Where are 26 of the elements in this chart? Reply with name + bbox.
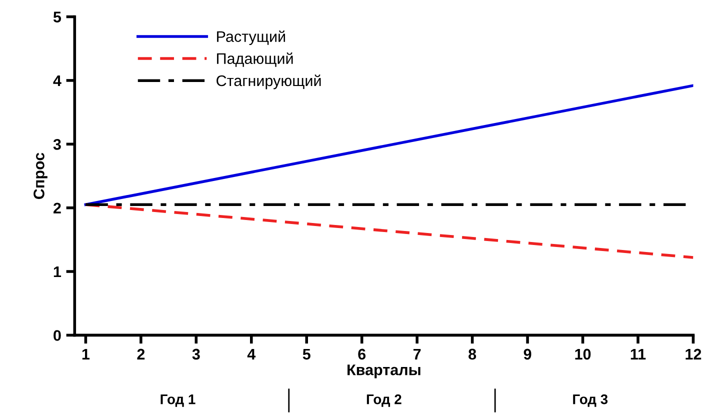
text: Год 1 (160, 394, 196, 407)
legend-label: Стагнирующий (216, 74, 321, 90)
x-tick-label: 6 (358, 348, 366, 360)
x-tick-label: 2 (137, 348, 145, 360)
y-axis-title: Спрос (34, 152, 48, 199)
y-tick-label: 0 (54, 330, 61, 341)
x-tick-label: 4 (247, 348, 256, 360)
x-axis-title: Кварталы (348, 364, 420, 378)
x-tick-label: 11 (630, 348, 646, 360)
x-tick-label: 7 (413, 348, 421, 360)
y-tick-label: 5 (53, 12, 62, 22)
y-tick-label: 1 (54, 266, 62, 278)
x-tick-label: 5 (302, 348, 310, 360)
text: Год 3 (573, 394, 608, 407)
legend-label: Падающий (217, 52, 293, 67)
x-tick-label: 8 (468, 348, 476, 360)
x-tick-label: 10 (575, 348, 591, 360)
y-tick-label: 4 (53, 75, 62, 86)
x-tick-label: 1 (82, 348, 90, 360)
legend-label: Растущий (217, 30, 286, 46)
x-tick-label: 9 (524, 348, 532, 360)
x-tick-label: 3 (192, 348, 200, 360)
text: Год 2 (366, 394, 402, 407)
y-tick-label: 2 (53, 202, 61, 214)
x-tick-label: 12 (686, 348, 702, 360)
y-tick-label: 3 (53, 139, 61, 150)
